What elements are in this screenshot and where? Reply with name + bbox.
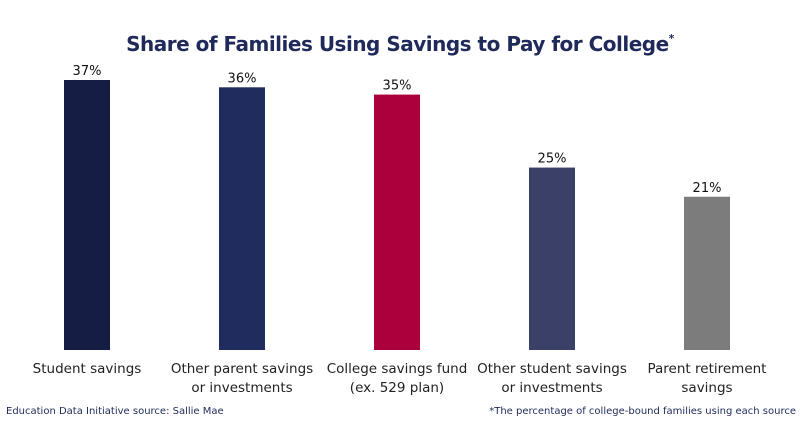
category-label-3-line-1: College savings fund [327, 361, 468, 377]
bar-1 [64, 80, 110, 350]
value-label-2: 36% [228, 71, 257, 86]
bar-5 [684, 196, 730, 350]
footnote: *The percentage of college-bound familie… [489, 406, 796, 417]
value-label-3: 35% [383, 79, 412, 94]
category-label-3-line-2: (ex. 529 plan) [350, 380, 444, 396]
category-label-2-line-1: Other parent savings [171, 361, 313, 377]
value-label-5: 21% [693, 181, 722, 196]
category-label-1-line-1: Student savings [33, 361, 142, 377]
value-label-1: 37% [73, 64, 102, 79]
category-label-5-line-2: savings [681, 380, 732, 396]
category-label-4-line-2: or investments [501, 380, 602, 396]
source-note: Education Data Initiative source: Sallie… [6, 406, 224, 417]
value-label-4: 25% [538, 152, 567, 167]
category-label-5-line-1: Parent retirement [648, 361, 767, 377]
chart-title-text: Share of Families Using Savings to Pay f… [126, 32, 669, 56]
bar-2 [219, 87, 265, 350]
chart-title: Share of Families Using Savings to Pay f… [0, 32, 800, 56]
category-label-4-line-1: Other student savings [477, 361, 627, 377]
bar-3 [374, 94, 420, 350]
title-footnote-mark: * [668, 32, 675, 45]
bar-4 [529, 167, 575, 350]
category-label-2-line-2: or investments [191, 380, 292, 396]
